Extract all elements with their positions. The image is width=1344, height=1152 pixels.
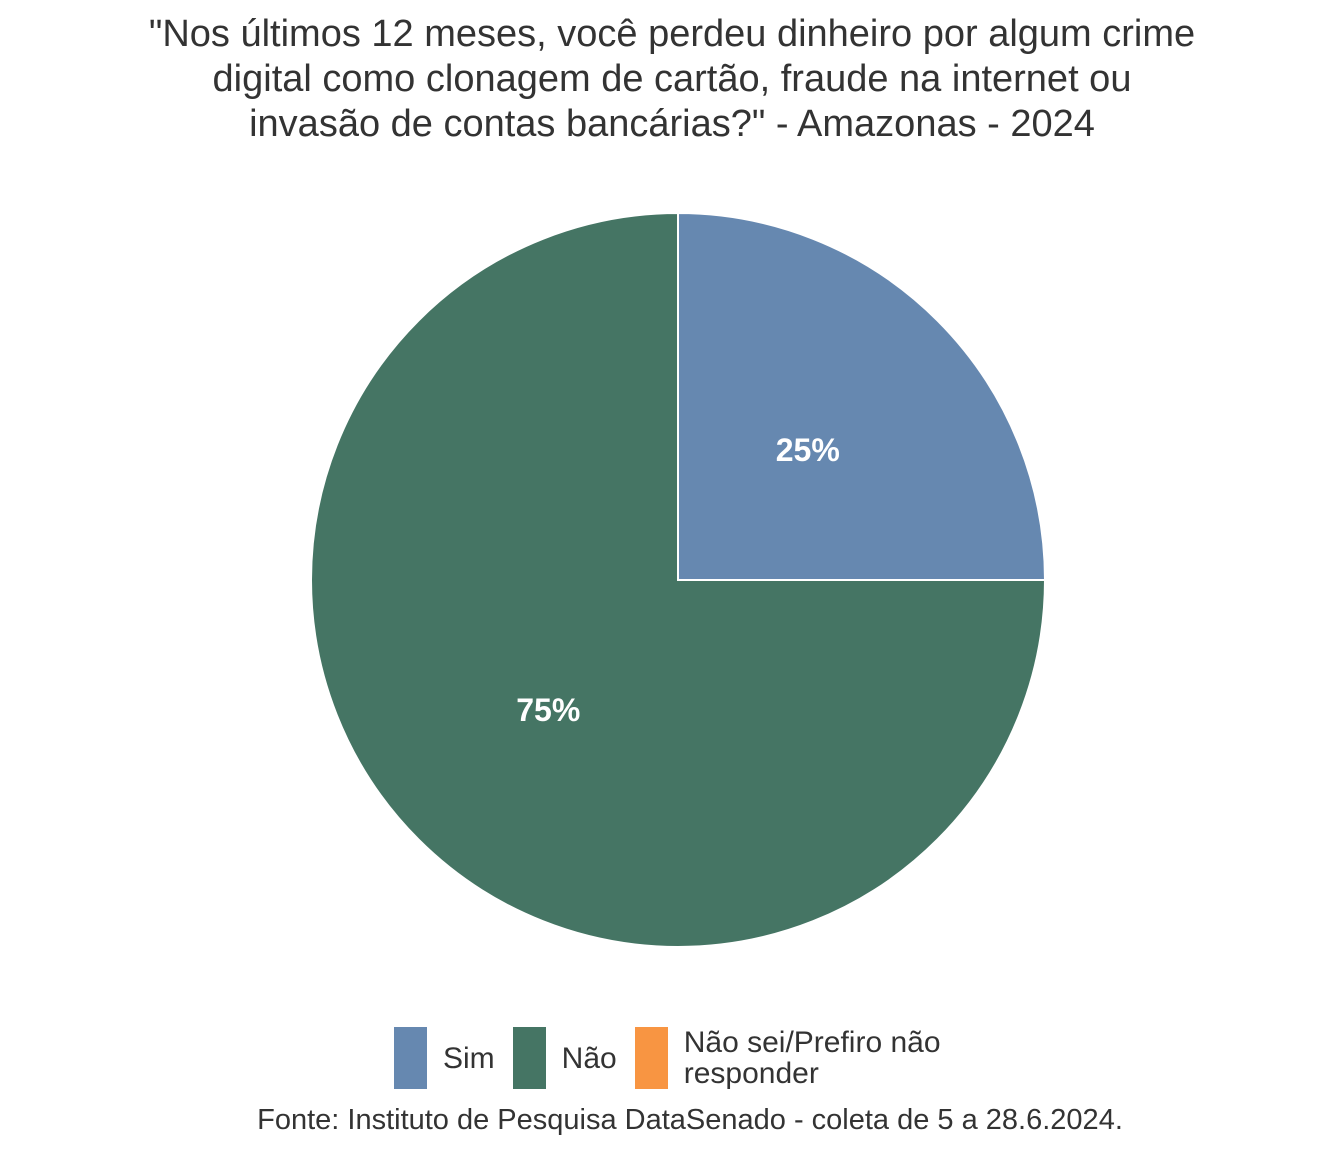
legend-item-sim: Sim — [394, 1027, 495, 1089]
legend-item-nao: Não — [512, 1027, 617, 1089]
legend-label-sim: Sim — [443, 1041, 495, 1075]
pie-slice-nao — [310, 211, 1047, 948]
chart-title-line-3: invasão de contas bancárias?" - Amazonas… — [249, 103, 1095, 145]
chart-title-line-1: "Nos últimos 12 meses, você perdeu dinhe… — [148, 13, 1196, 55]
chart-title: "Nos últimos 12 meses, você perdeu dinhe… — [0, 12, 1344, 147]
legend: Sim Não Não sei/Prefiro não responder — [394, 1026, 1002, 1090]
pie-label-nao: 75% — [516, 692, 580, 728]
pie-slice-sim — [677, 211, 1047, 581]
legend-swatch-sim — [394, 1027, 427, 1089]
legend-swatch-nao-sei — [634, 1027, 668, 1089]
legend-label-nao-sei: Não sei/Prefiro não responder — [683, 1026, 941, 1090]
legend-swatch-nao — [512, 1027, 546, 1089]
pie-label-sim: 25% — [776, 432, 840, 468]
source-note: Fonte: Instituto de Pesquisa DataSenado … — [257, 1104, 1123, 1136]
legend-item-nao-sei: Não sei/Prefiro não responder — [634, 1026, 984, 1090]
chart-title-line-2: digital como clonagem de cartão, fraude … — [212, 58, 1132, 100]
legend-label-nao: Não — [561, 1041, 617, 1075]
